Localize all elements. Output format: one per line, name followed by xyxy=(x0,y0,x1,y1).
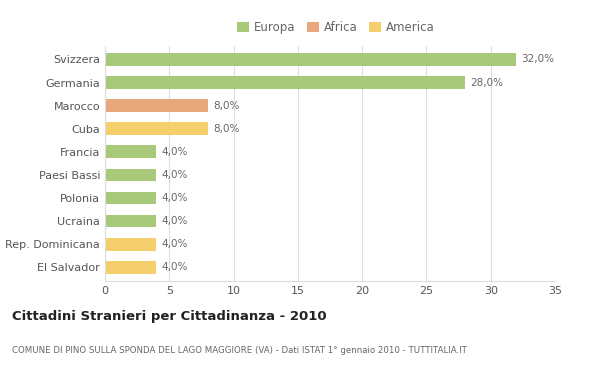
Text: 32,0%: 32,0% xyxy=(521,54,554,65)
Bar xyxy=(105,169,157,181)
Bar xyxy=(105,192,157,204)
Bar xyxy=(105,215,157,228)
Bar xyxy=(105,53,517,66)
Bar xyxy=(105,146,157,158)
Text: 4,0%: 4,0% xyxy=(161,147,188,157)
Text: COMUNE DI PINO SULLA SPONDA DEL LAGO MAGGIORE (VA) - Dati ISTAT 1° gennaio 2010 : COMUNE DI PINO SULLA SPONDA DEL LAGO MAG… xyxy=(12,346,467,355)
Bar xyxy=(105,122,208,135)
Legend: Europa, Africa, America: Europa, Africa, America xyxy=(234,17,438,37)
Bar xyxy=(105,99,208,112)
Text: 8,0%: 8,0% xyxy=(213,101,239,111)
Text: 4,0%: 4,0% xyxy=(161,170,188,180)
Text: 8,0%: 8,0% xyxy=(213,124,239,134)
Text: Cittadini Stranieri per Cittadinanza - 2010: Cittadini Stranieri per Cittadinanza - 2… xyxy=(12,310,326,323)
Bar xyxy=(105,238,157,250)
Bar xyxy=(105,76,465,89)
Text: 4,0%: 4,0% xyxy=(161,262,188,272)
Text: 28,0%: 28,0% xyxy=(470,78,503,87)
Bar xyxy=(105,261,157,274)
Text: 4,0%: 4,0% xyxy=(161,216,188,226)
Text: 4,0%: 4,0% xyxy=(161,239,188,249)
Text: 4,0%: 4,0% xyxy=(161,193,188,203)
